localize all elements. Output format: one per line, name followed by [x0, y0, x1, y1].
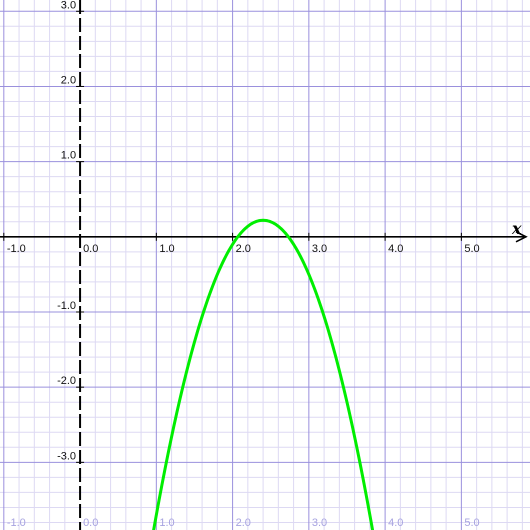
y-tick-label: -3.0: [57, 450, 76, 462]
x-tick-label: 3.0: [312, 243, 327, 255]
parabola-curve: [152, 218, 375, 530]
bottom-edge-label: 5.0: [464, 517, 479, 529]
bottom-edge-label: 0.0: [83, 517, 98, 529]
x-tick-label: 2.0: [236, 243, 251, 255]
bottom-edge-label: -1.0: [7, 517, 26, 529]
y-tick-label: -2.0: [57, 375, 76, 387]
x-tick-label: 0.0: [83, 243, 98, 255]
x-tick-label: 4.0: [388, 243, 403, 255]
x-tick-label: 5.0: [464, 243, 479, 255]
tick-labels: -1.0 0.0 1.0 2.0 3.0 4.0 5.0 3.0 2.0 1.0 -1.0 -2.0 -…: [7, 0, 522, 529]
x-tick-label: 1.0: [159, 243, 174, 255]
bottom-edge-label: 2.0: [236, 517, 251, 529]
bottom-edge-label: 4.0: [388, 517, 403, 529]
bottom-edge-label: 1.0: [159, 517, 174, 529]
x-axis-label: x: [511, 219, 522, 238]
y-tick-label: 1.0: [61, 150, 76, 162]
y-tick-label: 3.0: [61, 0, 76, 11]
y-tick-label: -1.0: [57, 300, 76, 312]
curve-layer: [152, 218, 375, 530]
bottom-edge-label: 3.0: [312, 517, 327, 529]
x-axis-arrow-icon: [515, 231, 528, 243]
y-tick-label: 2.0: [61, 74, 76, 86]
x-tick-label: -1.0: [7, 243, 26, 255]
